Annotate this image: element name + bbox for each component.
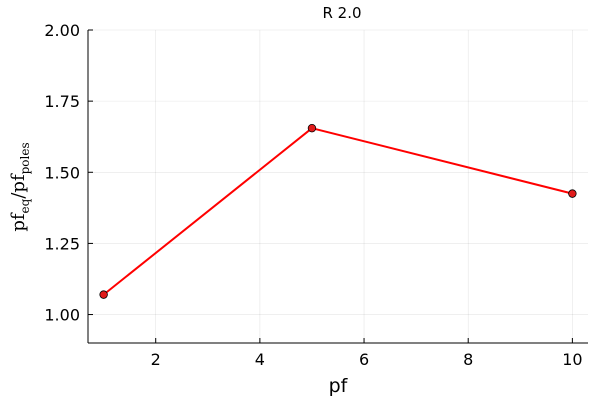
data-point: [99, 290, 108, 299]
axes: [87, 30, 588, 344]
chart-title: R 2.0: [322, 4, 361, 22]
y-axis-label: pfeq/pfpoles: [8, 142, 32, 231]
svg-text:pfeq/pfpoles: pfeq/pfpoles: [8, 142, 32, 231]
y-label-part-1: pf: [8, 212, 29, 232]
y-label-sub-1: eq: [18, 198, 32, 213]
x-tick-label: 2: [151, 350, 161, 369]
y-tick-label: 1.50: [44, 163, 80, 182]
x-tick-label: 8: [463, 350, 473, 369]
y-tick-label: 1.75: [44, 92, 80, 111]
ticks: 2 4 6 8 10 1.00 1.25 1.50 1.75 2.00: [44, 21, 582, 369]
y-tick-label: 1.00: [44, 306, 80, 325]
x-tick-label: 10: [562, 350, 582, 369]
series: [99, 123, 577, 299]
y-tick-label: 2.00: [44, 21, 80, 40]
grid: [88, 29, 588, 343]
x-tick-label: 4: [255, 350, 265, 369]
data-point: [568, 189, 577, 198]
data-point: [307, 123, 317, 133]
y-tick-label: 1.25: [44, 234, 80, 253]
x-axis-label: pf: [329, 375, 349, 397]
y-label-part-2: /pf: [8, 173, 29, 199]
y-label-sub-2: poles: [18, 142, 32, 174]
x-tick-label: 6: [359, 350, 369, 369]
series-line: [103, 127, 573, 296]
